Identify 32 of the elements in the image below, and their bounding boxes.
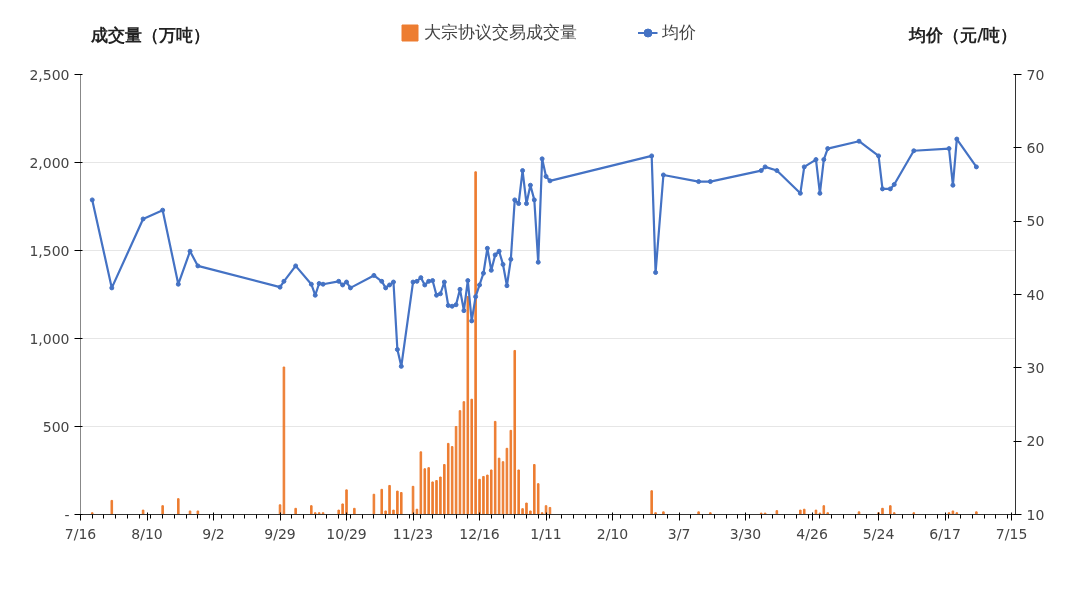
y2-tick-label: 20: [1026, 433, 1045, 450]
x-tick-label: 7/16: [64, 525, 97, 542]
y2-tick-label: 70: [1026, 66, 1045, 83]
legend-label: 大宗协议交易成交量: [424, 20, 577, 44]
x-tick-label: 9/2: [202, 525, 225, 542]
x-tick-label: 9/29: [264, 525, 296, 542]
y2-tick-label: 60: [1026, 139, 1045, 156]
x-tick-label: 8/10: [131, 525, 163, 542]
x-tick-label: 11/23: [392, 525, 434, 542]
y2-tick-label: 30: [1026, 359, 1045, 376]
x-tick-label: 3/7: [667, 525, 691, 542]
legend-label: 均价: [662, 20, 696, 44]
y2-axis-title: 均价（元/吨）: [908, 24, 1018, 45]
x-tick-label: 6/17: [929, 525, 961, 542]
y-tick-label: 2,000: [29, 154, 70, 171]
y-tick-label: 500: [42, 418, 70, 435]
y-axis-title: 成交量（万吨）: [89, 24, 210, 45]
x-tick-label: 1/11: [530, 525, 562, 542]
x-tick-label: 7/15: [995, 525, 1028, 542]
y-tick-label: 1,500: [29, 242, 70, 259]
x-tick-label: 2/10: [596, 525, 629, 542]
x-tick-label: 3/30: [729, 525, 762, 542]
y2-tick-label: 10: [1026, 506, 1045, 523]
x-tick-label: 4/26: [796, 525, 828, 542]
y2-tick-label: 50: [1026, 213, 1045, 230]
y2-tick-label: 40: [1026, 286, 1045, 303]
y-tick-label: 2,500: [29, 66, 70, 83]
y-tick-label: -: [64, 506, 70, 523]
x-tick-label: 12/16: [459, 525, 500, 542]
x-tick-label: 5/24: [862, 525, 895, 542]
y-tick-label: 1,000: [29, 330, 70, 347]
x-tick-label: 10/29: [326, 525, 367, 542]
